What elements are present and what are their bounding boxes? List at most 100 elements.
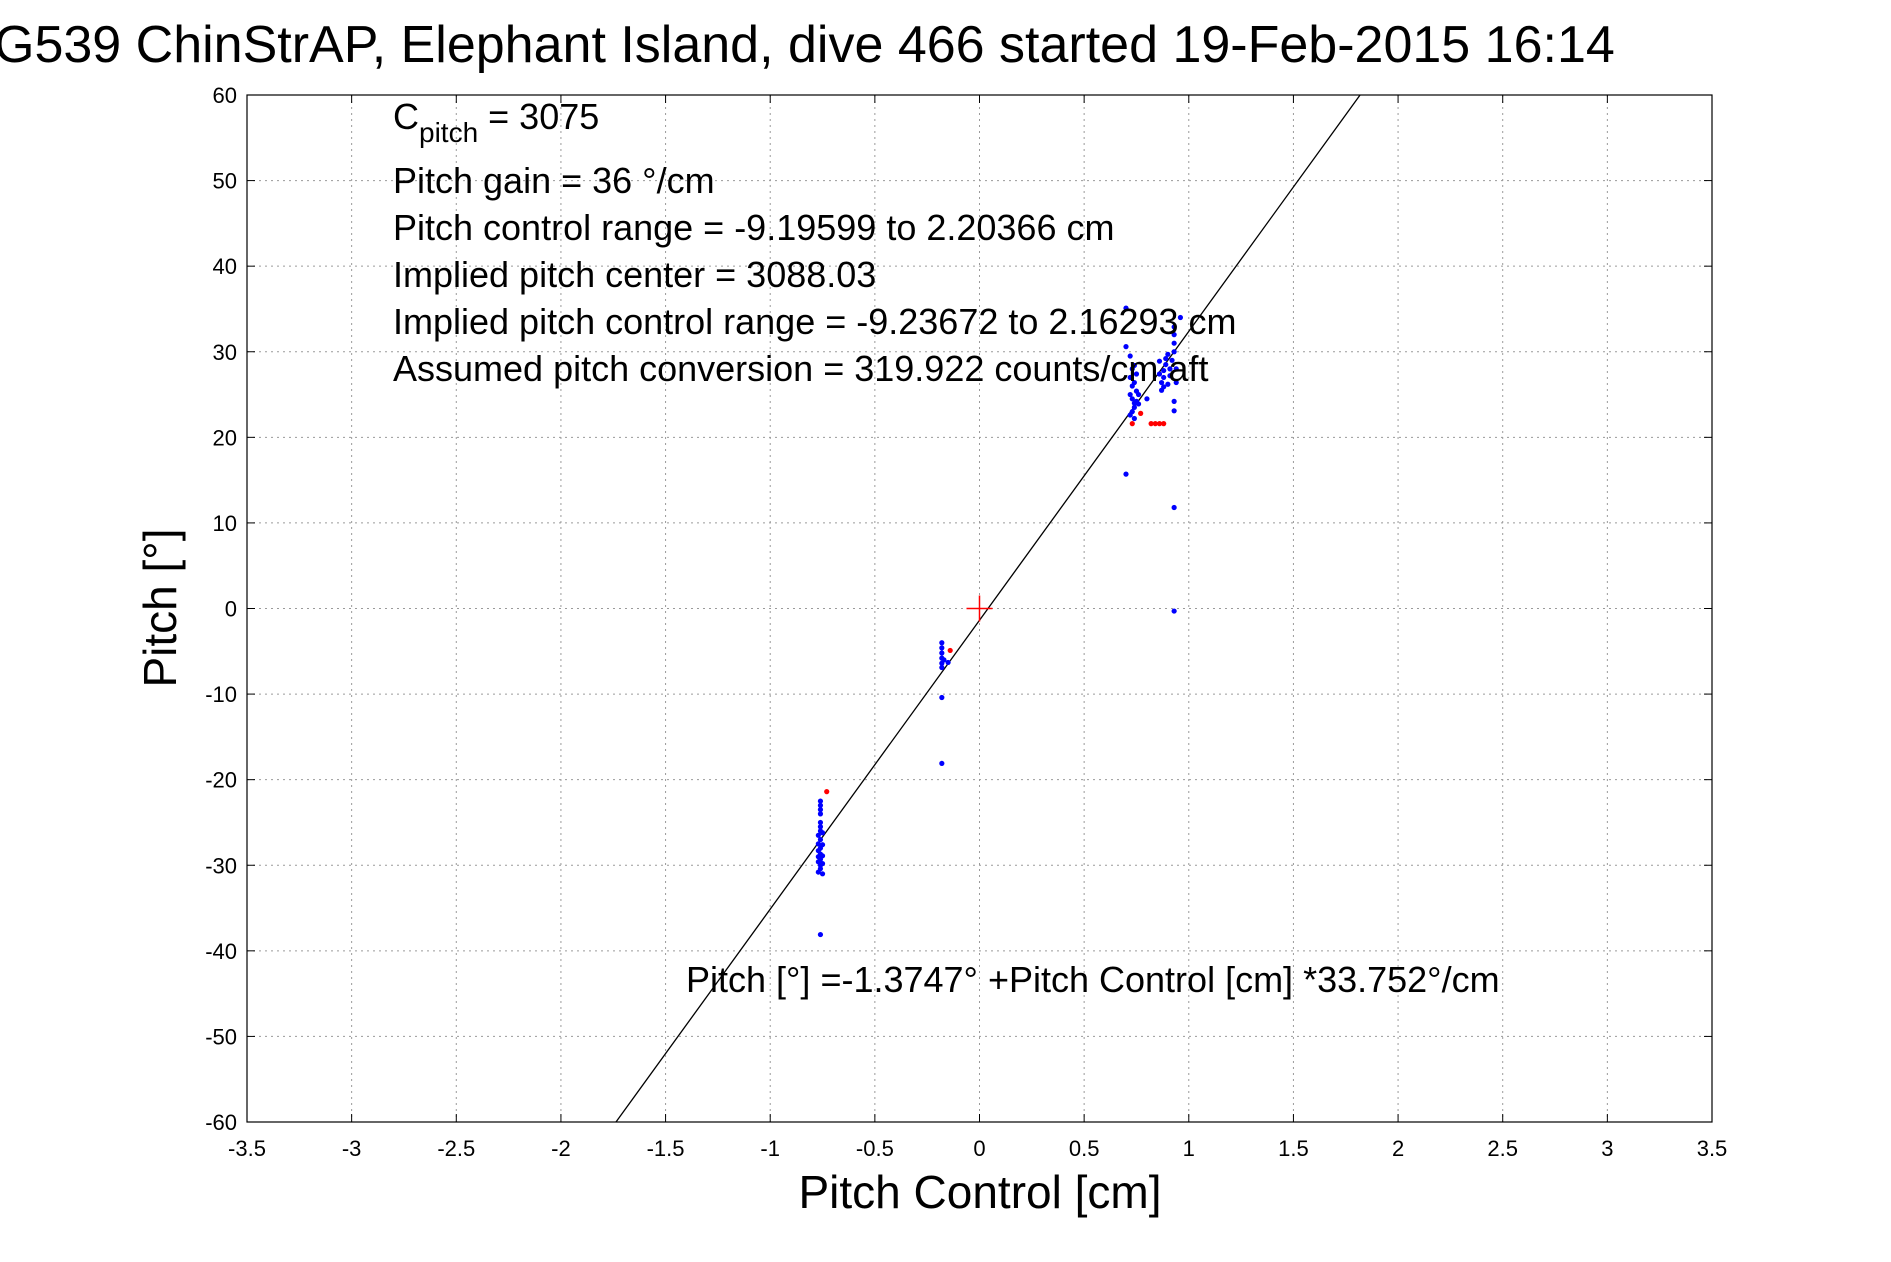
fit-equation-annotation: Pitch [°] =-1.3747° +Pitch Control [cm] …	[686, 959, 1500, 1000]
x-tick-label: -2	[551, 1136, 571, 1161]
data-point	[1165, 381, 1171, 387]
y-tick-label: -20	[205, 768, 237, 793]
data-point	[817, 807, 824, 813]
data-point	[817, 798, 824, 804]
data-point	[1127, 391, 1133, 398]
y-tick-label: 0	[225, 597, 237, 622]
data-point	[819, 842, 826, 848]
data-point	[1158, 379, 1165, 386]
data-point	[817, 836, 824, 843]
data-point	[1138, 410, 1144, 416]
data-points	[815, 305, 1184, 938]
implied-pitch-center-annotation: Implied pitch center = 3088.03	[393, 254, 876, 295]
x-tick-label: -3	[342, 1136, 362, 1161]
data-point	[1171, 408, 1177, 414]
data-point	[817, 931, 824, 938]
x-ticks: -3.5 -3 -2.5 -2 -1.5 -1 -0.5 0 0.5 1 1.5 2 2.5 3 3.5	[228, 95, 1727, 1161]
data-point	[815, 869, 821, 875]
y-ticks: -60 -50 -40 -30 -20 -10 0 10 20 30 40 50 60	[205, 83, 1712, 1135]
x-tick-label: -1	[760, 1136, 780, 1161]
data-point	[1163, 355, 1169, 362]
data-point	[1133, 371, 1140, 377]
data-point	[819, 830, 826, 836]
data-point	[1163, 361, 1169, 368]
c-pitch-subscript: pitch	[419, 117, 478, 148]
data-point	[1161, 367, 1167, 374]
data-point	[1161, 421, 1167, 427]
data-point	[817, 819, 824, 826]
x-tick-label: 3.5	[1697, 1136, 1728, 1161]
data-point	[1171, 332, 1177, 338]
y-tick-label: -10	[205, 682, 237, 707]
data-point	[939, 694, 945, 701]
data-point	[1156, 371, 1163, 377]
data-point	[1177, 314, 1184, 321]
y-tick-label: 50	[213, 169, 237, 194]
data-point	[817, 811, 824, 817]
x-tick-label: 1.5	[1278, 1136, 1309, 1161]
data-point	[945, 659, 951, 666]
data-point	[1123, 305, 1129, 311]
data-point	[1173, 379, 1179, 386]
y-tick-label: 10	[213, 511, 237, 536]
data-point	[1161, 374, 1167, 381]
y-tick-label: 40	[213, 254, 237, 279]
data-point	[817, 824, 824, 830]
x-tick-label: -3.5	[228, 1136, 266, 1161]
data-point	[1131, 404, 1137, 410]
data-point	[1144, 396, 1150, 402]
implied-pitch-control-range-annotation: Implied pitch control range = -9.23672 t…	[393, 301, 1237, 342]
data-point	[1169, 357, 1175, 363]
center-marker-layer	[966, 595, 993, 622]
data-point	[1127, 374, 1133, 381]
x-tick-label: 2.5	[1487, 1136, 1518, 1161]
data-point	[1123, 471, 1129, 477]
x-tick-label: 0	[973, 1136, 985, 1161]
pitch-gain-annotation: Pitch gain = 36 °/cm	[393, 160, 715, 201]
x-tick-label: 1	[1183, 1136, 1195, 1161]
data-point	[1161, 384, 1167, 390]
data-point	[815, 841, 821, 847]
data-point	[947, 647, 953, 654]
x-tick-label: 0.5	[1069, 1136, 1100, 1161]
data-point	[1173, 366, 1179, 372]
c-pitch-annotation: Cpitch = 3075	[393, 96, 599, 148]
data-point	[1152, 421, 1158, 427]
y-tick-label: 30	[213, 340, 237, 365]
chart-title: G539 ChinStrAP, Elephant Island, dive 46…	[0, 16, 1615, 74]
x-tick-label: 2	[1392, 1136, 1404, 1161]
data-point	[819, 871, 826, 877]
x-tick-label: -1.5	[647, 1136, 685, 1161]
y-tick-label: -30	[205, 853, 237, 878]
data-point	[1167, 373, 1173, 379]
annotation-block: Cpitch = 3075 Pitch gain = 36 °/cm Pitch…	[393, 96, 1237, 389]
data-point	[1148, 421, 1154, 427]
x-tick-label: -0.5	[856, 1136, 894, 1161]
data-point	[1171, 608, 1177, 614]
data-point	[1171, 349, 1177, 355]
data-point	[1165, 351, 1171, 357]
c-pitch-prefix: C	[393, 96, 419, 137]
data-point	[824, 789, 830, 795]
data-point	[1129, 421, 1135, 427]
x-tick-label: 3	[1601, 1136, 1613, 1161]
data-point	[1135, 391, 1142, 398]
data-point	[1171, 398, 1177, 404]
data-point	[1131, 415, 1137, 422]
data-point	[1123, 344, 1129, 350]
y-axis-label: Pitch [°]	[134, 528, 186, 687]
data-point	[1127, 353, 1133, 359]
data-point	[1131, 379, 1137, 386]
x-axis-label: Pitch Control [cm]	[799, 1166, 1162, 1218]
data-point	[939, 664, 945, 671]
data-point	[941, 657, 947, 663]
data-point	[1156, 421, 1163, 427]
data-point	[939, 640, 945, 646]
data-point	[1156, 358, 1163, 364]
data-point	[1171, 504, 1177, 511]
data-point	[1171, 340, 1177, 346]
data-point	[939, 645, 945, 651]
data-point	[819, 853, 826, 859]
y-tick-label: 20	[213, 425, 237, 450]
